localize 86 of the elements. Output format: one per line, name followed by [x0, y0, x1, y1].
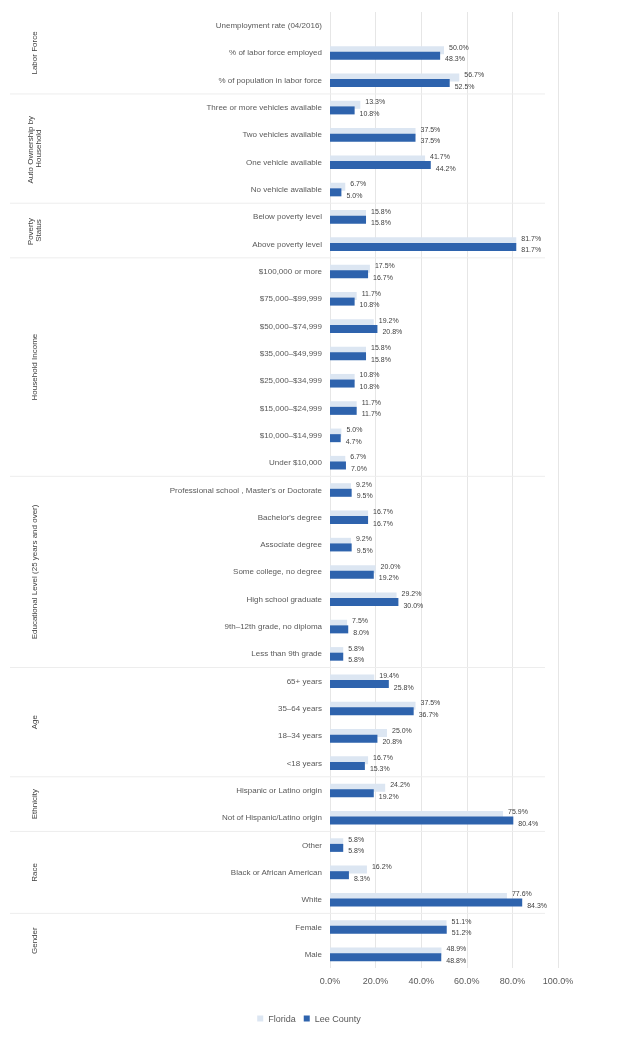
- bar: [330, 106, 355, 115]
- y-tick-label: One vehicle available: [245, 157, 323, 167]
- text: Ethnicity: [29, 789, 39, 820]
- y-tick-label: $50,000–$74,999: [259, 321, 323, 331]
- y-tick-label: Three or more vehicles available: [206, 103, 323, 113]
- y-tick-label: Unemployment rate (04/2016): [215, 21, 323, 31]
- bar: [330, 434, 341, 443]
- text: Gender: [29, 927, 39, 955]
- x-tick-label: 80.0%: [499, 975, 526, 986]
- bar: [330, 789, 374, 798]
- y-tick-label: Two vehicles available: [242, 130, 323, 140]
- bar: [330, 188, 342, 197]
- bar: [330, 270, 369, 279]
- y-tick-label: High school graduate: [246, 594, 323, 604]
- y-tick-label: Hispanic or Latino origin: [236, 785, 322, 795]
- bar: [330, 925, 447, 934]
- bar: [330, 543, 352, 552]
- y-tick-label: $10,000–$14,999: [259, 430, 323, 440]
- bar: [330, 871, 349, 880]
- bar: [330, 79, 450, 88]
- y-tick-label: Not of Hispanic/Latino origin: [221, 813, 322, 823]
- y-tick-label: Bachelor's degree: [257, 512, 323, 522]
- x-tick-label: 0.0%: [319, 975, 341, 986]
- bar: [330, 133, 416, 142]
- x-tick-label: 40.0%: [408, 975, 434, 986]
- bar: [330, 488, 352, 497]
- bar: [330, 406, 357, 415]
- text: Race: [29, 862, 39, 882]
- y-tick-label: Other: [301, 840, 323, 850]
- bar: [330, 625, 349, 634]
- bar: [330, 297, 355, 306]
- x-tick-label: 20.0%: [362, 975, 389, 986]
- text: Age: [29, 714, 39, 730]
- x-tick-label: 100.0%: [542, 975, 574, 986]
- bar: [330, 51, 441, 60]
- y-tick-label: <18 years: [286, 758, 322, 768]
- text: Labor Force: [29, 30, 39, 75]
- bar: [330, 598, 399, 607]
- bar: [330, 680, 389, 688]
- text: Educational Level (25 years and over): [29, 504, 39, 640]
- y-tick-label: Below poverty level: [253, 212, 323, 222]
- y-tick-label: Black or African American: [230, 867, 322, 877]
- y-tick-label: 9th–12th grade, no diploma: [224, 622, 323, 632]
- bar: [330, 352, 367, 361]
- bar: [330, 953, 442, 962]
- y-tick-label: Professional school , Master's or Doctorate: [169, 485, 323, 495]
- y-tick-label: $15,000–$24,999: [259, 403, 323, 413]
- bar: [330, 843, 344, 852]
- y-tick-label: Some college, no degree: [233, 567, 323, 577]
- text: Auto Ownership by Household: [25, 113, 43, 184]
- bar: [330, 215, 367, 224]
- bar: [330, 816, 514, 825]
- y-tick-label: $25,000–$34,999: [259, 376, 323, 386]
- bar: [330, 570, 374, 579]
- bar: [330, 516, 369, 525]
- bar: [330, 707, 414, 716]
- y-tick-label: $75,000–$99,999: [259, 294, 323, 304]
- bar: [330, 898, 523, 907]
- y-tick-label: 65+ years: [286, 676, 322, 686]
- y-tick-label: % of population in labor force: [218, 75, 323, 85]
- bar: [330, 242, 517, 251]
- y-tick-label: Less than 9th grade: [251, 649, 323, 659]
- y-tick-label: No vehicle available: [250, 185, 323, 195]
- y-tick-label: % of labor force employed: [229, 48, 322, 58]
- bar: [330, 379, 355, 388]
- y-tick-label: Above poverty level: [252, 239, 323, 249]
- bar: [330, 161, 431, 170]
- y-tick-label: 35–64 years: [277, 704, 322, 714]
- text: Poverty Status: [25, 215, 43, 246]
- bar: [330, 734, 378, 743]
- bar: [330, 761, 365, 770]
- text: Household Income: [29, 333, 39, 401]
- bar: [330, 652, 344, 661]
- y-tick-label: $100,000 or more: [258, 266, 323, 276]
- y-tick-label: White: [301, 895, 323, 905]
- y-tick-label: Under $10,000: [269, 458, 323, 468]
- y-tick-label: $35,000–$49,999: [259, 348, 323, 358]
- y-tick-label: 18–34 years: [277, 731, 322, 741]
- y-tick-label: Male: [304, 949, 323, 959]
- y-tick-label: Associate degree: [260, 540, 323, 550]
- bar: [330, 461, 346, 470]
- bar: [330, 324, 378, 333]
- x-tick-label: 60.0%: [454, 975, 480, 986]
- y-tick-label: Female: [295, 922, 323, 932]
- legend-label: Lee County: [314, 1013, 362, 1024]
- legend-label: Florida: [268, 1013, 296, 1024]
